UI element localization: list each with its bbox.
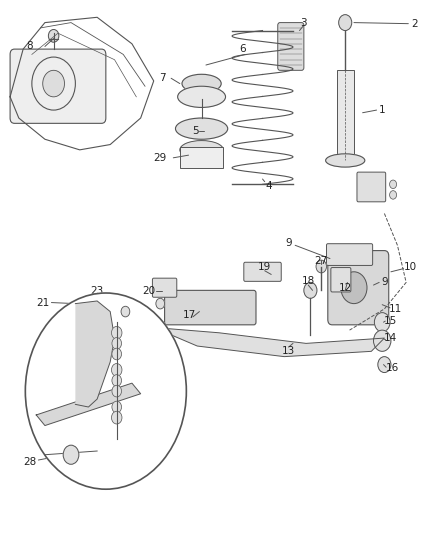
- Circle shape: [48, 29, 59, 42]
- Text: 25: 25: [51, 410, 64, 420]
- FancyBboxPatch shape: [326, 244, 373, 265]
- Circle shape: [156, 298, 165, 309]
- Polygon shape: [36, 383, 141, 425]
- FancyBboxPatch shape: [165, 290, 256, 325]
- FancyBboxPatch shape: [328, 251, 389, 325]
- Bar: [180, 147, 223, 168]
- Text: 17: 17: [183, 310, 196, 320]
- Text: 26: 26: [123, 349, 136, 359]
- Text: 15: 15: [384, 316, 398, 326]
- Circle shape: [112, 411, 122, 424]
- Circle shape: [112, 375, 121, 386]
- Text: 9: 9: [381, 277, 388, 287]
- Circle shape: [341, 272, 367, 304]
- Ellipse shape: [180, 141, 223, 159]
- Text: 2: 2: [412, 19, 418, 29]
- Ellipse shape: [176, 118, 228, 139]
- Text: 14: 14: [384, 333, 398, 343]
- Text: 25: 25: [123, 375, 136, 385]
- Text: 25: 25: [123, 336, 136, 346]
- Text: 20: 20: [142, 286, 155, 296]
- Ellipse shape: [178, 86, 226, 108]
- Text: 11: 11: [389, 304, 402, 314]
- Text: 4: 4: [266, 181, 272, 191]
- Circle shape: [63, 445, 79, 464]
- Polygon shape: [154, 327, 385, 357]
- Circle shape: [374, 313, 390, 332]
- Ellipse shape: [325, 154, 365, 167]
- Circle shape: [304, 282, 317, 298]
- Text: 1: 1: [379, 105, 385, 115]
- Circle shape: [390, 180, 396, 189]
- Circle shape: [112, 337, 121, 349]
- Circle shape: [112, 348, 121, 360]
- Text: 24: 24: [116, 306, 129, 316]
- Text: 9: 9: [285, 238, 292, 248]
- Text: 10: 10: [404, 262, 417, 271]
- FancyBboxPatch shape: [10, 49, 106, 123]
- Circle shape: [339, 14, 352, 30]
- Text: 8: 8: [26, 42, 33, 52]
- Circle shape: [43, 70, 64, 97]
- Ellipse shape: [182, 74, 221, 93]
- Circle shape: [112, 385, 121, 397]
- Text: 13: 13: [282, 346, 295, 357]
- Circle shape: [316, 260, 326, 273]
- Polygon shape: [75, 301, 115, 407]
- Circle shape: [121, 306, 130, 317]
- Text: 23: 23: [91, 286, 104, 296]
- Text: 18: 18: [302, 276, 315, 286]
- Text: 31: 31: [117, 320, 130, 330]
- Circle shape: [112, 364, 122, 376]
- Circle shape: [112, 401, 121, 413]
- FancyBboxPatch shape: [331, 268, 351, 292]
- FancyBboxPatch shape: [244, 262, 281, 281]
- Text: 6: 6: [240, 44, 246, 54]
- Circle shape: [390, 191, 396, 199]
- Circle shape: [25, 293, 186, 489]
- Bar: [336, 70, 354, 160]
- Text: 29: 29: [154, 153, 167, 163]
- Text: 7: 7: [159, 73, 166, 83]
- Circle shape: [374, 330, 391, 351]
- Text: 19: 19: [258, 262, 271, 271]
- Text: 16: 16: [385, 364, 399, 373]
- FancyBboxPatch shape: [152, 278, 177, 297]
- Circle shape: [112, 326, 122, 339]
- FancyBboxPatch shape: [278, 22, 304, 70]
- FancyBboxPatch shape: [357, 172, 386, 202]
- Circle shape: [378, 357, 391, 373]
- Text: 12: 12: [339, 282, 352, 293]
- Text: 27: 27: [314, 256, 328, 266]
- Text: 3: 3: [300, 18, 307, 28]
- Text: 5: 5: [192, 126, 198, 136]
- Text: 21: 21: [36, 297, 49, 308]
- Text: 28: 28: [23, 457, 36, 466]
